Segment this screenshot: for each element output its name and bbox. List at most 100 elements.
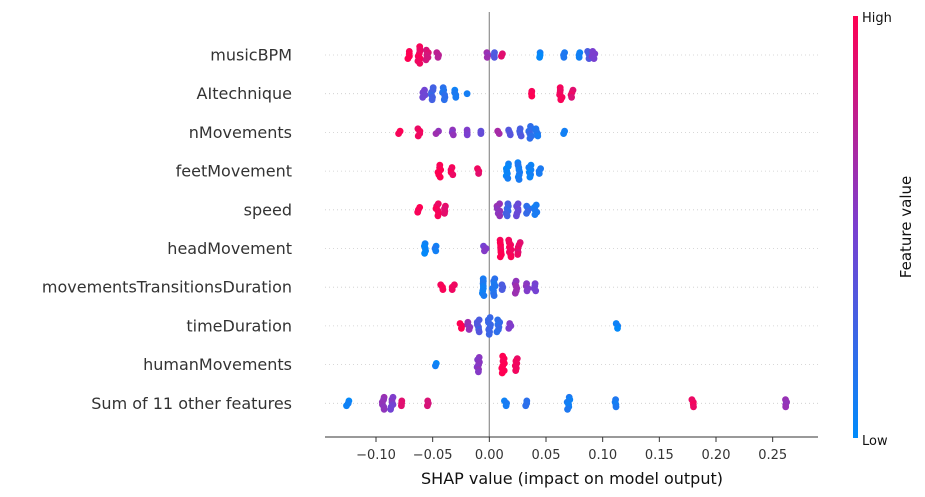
shap-point bbox=[505, 324, 513, 332]
shap-point bbox=[475, 368, 482, 376]
shap-point bbox=[458, 324, 465, 332]
shap-point bbox=[477, 130, 485, 138]
shap-point bbox=[534, 132, 542, 140]
x-axis-ticks: −0.10 −0.05 0.00 0.05 0.10 0.15 0.20 0.25 bbox=[356, 437, 787, 463]
x-tick-label: −0.10 bbox=[356, 448, 396, 463]
shap-point bbox=[512, 367, 520, 374]
x-tick-label: 0.25 bbox=[758, 448, 787, 463]
shap-point bbox=[575, 54, 583, 61]
shap-point bbox=[498, 286, 506, 293]
row-guides bbox=[325, 54, 818, 404]
shap-point bbox=[387, 405, 394, 413]
shap-point bbox=[495, 130, 503, 138]
shap-point bbox=[564, 405, 571, 413]
shap-point bbox=[424, 402, 431, 410]
shap-point bbox=[441, 210, 448, 217]
feature-label: feetMovement bbox=[176, 162, 292, 181]
shap-point bbox=[523, 210, 530, 217]
shap-point bbox=[560, 130, 567, 138]
shap-point bbox=[614, 324, 621, 332]
shap-point bbox=[483, 54, 491, 61]
shap-point bbox=[496, 253, 504, 261]
shap-point bbox=[498, 52, 505, 60]
shap-point bbox=[515, 176, 523, 183]
data-points bbox=[343, 43, 790, 413]
colorbar-high-label: High bbox=[862, 11, 892, 26]
shap-point bbox=[440, 96, 448, 104]
shap-point bbox=[475, 328, 483, 336]
shap-point bbox=[502, 402, 510, 410]
shap-point bbox=[436, 173, 444, 181]
shap-point bbox=[485, 330, 493, 338]
shap-point bbox=[465, 326, 473, 333]
shap-point bbox=[511, 289, 519, 297]
shap-point bbox=[449, 131, 457, 139]
shap-point bbox=[532, 287, 540, 295]
shap-point bbox=[513, 212, 520, 220]
shap-point bbox=[428, 96, 436, 104]
x-tick-label: 0.10 bbox=[588, 448, 617, 463]
shap-point bbox=[526, 173, 534, 181]
shap-point bbox=[522, 402, 530, 410]
colorbar bbox=[853, 16, 858, 438]
x-tick-label: 0.05 bbox=[532, 448, 561, 463]
shap-point bbox=[432, 247, 440, 255]
shap-point bbox=[557, 96, 565, 104]
shap-point bbox=[503, 212, 511, 220]
shap-point bbox=[481, 247, 488, 255]
shap-point bbox=[421, 249, 428, 257]
shap-point bbox=[523, 287, 531, 295]
shap-point bbox=[498, 369, 506, 377]
shap-point bbox=[535, 170, 543, 177]
feature-label: headMovement bbox=[167, 239, 292, 258]
feature-label: speed bbox=[244, 200, 292, 219]
feature-labels: musicBPM AItechnique nMovements feetMovemen… bbox=[42, 46, 292, 413]
x-tick-label: 0.00 bbox=[475, 448, 504, 463]
shap-point bbox=[434, 212, 442, 220]
shap-point bbox=[507, 253, 515, 261]
feature-label: movementsTransitionsDuration bbox=[42, 278, 292, 297]
shap-point bbox=[439, 286, 447, 293]
shap-point bbox=[475, 170, 482, 177]
shap-point bbox=[343, 402, 350, 410]
shap-point bbox=[432, 130, 440, 138]
x-tick-label: 0.20 bbox=[702, 448, 731, 463]
shap-point bbox=[416, 60, 424, 67]
x-tick-label: −0.05 bbox=[413, 448, 453, 463]
shap-point bbox=[560, 54, 568, 61]
shap-point bbox=[517, 132, 525, 140]
shap-point bbox=[491, 54, 498, 61]
shap-point bbox=[690, 403, 697, 411]
x-tick-label: 0.15 bbox=[645, 448, 674, 463]
shap-point bbox=[452, 93, 460, 101]
shap-point bbox=[504, 174, 512, 182]
shap-point bbox=[449, 171, 457, 179]
shap-point bbox=[612, 403, 620, 411]
shap-point bbox=[448, 286, 456, 293]
shap-point bbox=[414, 208, 422, 216]
shap-point bbox=[590, 55, 598, 62]
shap-point bbox=[526, 135, 534, 142]
feature-label: humanMovements bbox=[143, 355, 292, 374]
feature-label: nMovements bbox=[189, 123, 292, 142]
shap-point bbox=[463, 90, 471, 98]
feature-label: timeDuration bbox=[186, 316, 292, 335]
shap-point bbox=[536, 54, 543, 61]
colorbar-title: Feature value bbox=[897, 176, 915, 278]
shap-point bbox=[506, 131, 514, 139]
feature-label: Sum of 11 other features bbox=[91, 394, 292, 413]
shap-point bbox=[380, 405, 388, 413]
shap-point bbox=[493, 328, 501, 336]
feature-label: AItechnique bbox=[197, 84, 292, 103]
shap-point bbox=[395, 130, 402, 138]
shap-point bbox=[414, 132, 422, 140]
shap-point bbox=[422, 56, 430, 64]
shap-point bbox=[782, 403, 790, 411]
colorbar-low-label: Low bbox=[862, 434, 888, 449]
shap-point bbox=[568, 93, 575, 101]
shap-point bbox=[480, 292, 488, 299]
x-axis-label: SHAP value (impact on model output) bbox=[421, 469, 723, 488]
shap-point bbox=[419, 93, 427, 101]
shap-point bbox=[398, 402, 405, 410]
